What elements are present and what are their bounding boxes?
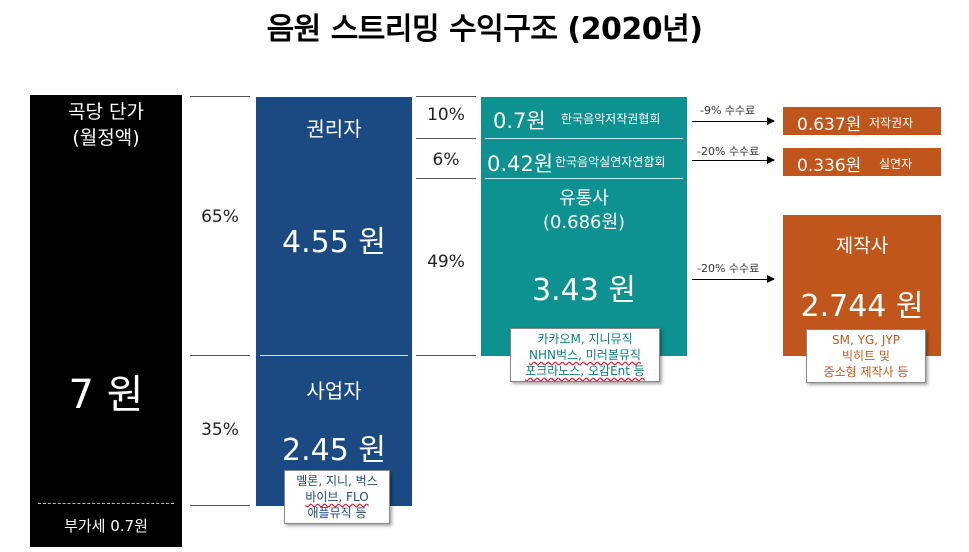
business-amount: 2.45 원 bbox=[282, 433, 386, 468]
producer-note-line2: 빅히트 및 bbox=[842, 349, 890, 363]
distributor-note-line2: NHN벅스, 미러볼뮤직 bbox=[529, 348, 641, 362]
vat-label: 부가세 0.7원 bbox=[64, 517, 148, 535]
page-title: 음원 스트리밍 수익구조 (2020년) bbox=[266, 12, 703, 47]
pct-49: 49% bbox=[427, 252, 465, 272]
fee-label-producer: -20% 수수료 bbox=[697, 262, 760, 275]
producer-note-line1: SM, YG, JYP bbox=[832, 333, 900, 347]
author-box: 0.637원 저작권자 bbox=[783, 107, 941, 135]
distributor-amount: 3.43 원 bbox=[532, 273, 636, 308]
business-note: 멜론, 지니, 벅스 바이브, FLO 애플뮤직 등 bbox=[284, 470, 390, 524]
teal-divider-1 bbox=[485, 138, 683, 139]
author-label: 저작권자 bbox=[869, 116, 914, 130]
blue-column: 권리자 4.55 원 사업자 2.45 원 bbox=[256, 97, 412, 506]
business-pct: 35% bbox=[201, 420, 239, 440]
arrow-performer bbox=[692, 156, 775, 164]
producer-note: SM, YG, JYP 빅히트 및 중소형 제작사 등 bbox=[806, 329, 926, 383]
distribution-column: 0.7원 한국음악저작권협회 0.42원 한국음악실연자연합회 유통사 (0.6… bbox=[481, 97, 687, 356]
teal-divider-2 bbox=[485, 178, 683, 179]
performer-box: 0.336원 실연자 bbox=[783, 148, 941, 176]
copyright-assoc-amount: 0.7원 bbox=[493, 109, 546, 133]
business-note-line3: 애플뮤직 등 bbox=[307, 506, 367, 520]
fee-label-performer: -20% 수수료 bbox=[697, 145, 760, 158]
distributor-label-line1: 유통사 bbox=[559, 188, 609, 209]
base-price-label-line2: (월정액) bbox=[72, 127, 140, 149]
base-price-label-line1: 곡당 단가 bbox=[68, 101, 144, 123]
performer-label: 실연자 bbox=[879, 157, 913, 171]
rights-split-line-3 bbox=[416, 178, 476, 179]
rights-holder-label: 권리자 bbox=[306, 117, 362, 141]
business-note-line1: 멜론, 지니, 벅스 bbox=[296, 474, 378, 488]
rights-pct: 65% bbox=[201, 207, 239, 227]
performer-amount: 0.336원 bbox=[797, 156, 862, 176]
pct-10: 10% bbox=[427, 105, 465, 125]
distributor-note-line3: 포크라노스, 오감Ent 등 bbox=[525, 364, 645, 378]
pct-6: 6% bbox=[432, 150, 460, 170]
business-note-line2: 바이브, FLO bbox=[305, 490, 369, 504]
base-price-label: 곡당 단가 (월정액) bbox=[30, 99, 182, 151]
performers-assoc-amount: 0.42원 bbox=[487, 152, 554, 176]
distributor-label: 유통사 (0.686원) bbox=[481, 187, 687, 235]
split-line-bottom bbox=[190, 505, 250, 506]
vat-divider bbox=[38, 503, 174, 504]
author-amount: 0.637원 bbox=[797, 115, 862, 135]
arrow-producer bbox=[692, 275, 775, 283]
fee-label-author: -9% 수수료 bbox=[700, 104, 756, 117]
rights-split-line-2 bbox=[416, 138, 476, 139]
copyright-assoc-label: 한국음악저작권협회 bbox=[561, 112, 661, 126]
blue-divider bbox=[260, 355, 408, 356]
base-price-column: 곡당 단가 (월정액) 7 원 부가세 0.7원 bbox=[30, 95, 182, 547]
split-line-top bbox=[190, 96, 250, 97]
performers-assoc-label: 한국음악실연자연합회 bbox=[555, 155, 666, 169]
producer-label: 제작사 bbox=[835, 235, 889, 257]
distributor-label-line2: (0.686원) bbox=[542, 212, 626, 233]
rights-split-line-4 bbox=[416, 355, 476, 356]
business-label: 사업자 bbox=[306, 379, 362, 403]
distributor-note: 카카오M, 지니뮤직 NHN벅스, 미러볼뮤직 포크라노스, 오감Ent 등 bbox=[510, 328, 660, 382]
split-line-mid bbox=[190, 355, 250, 356]
distributor-note-line1: 카카오M, 지니뮤직 bbox=[537, 332, 633, 346]
producer-note-line3: 중소형 제작사 등 bbox=[823, 365, 909, 379]
producer-amount: 2.744 원 bbox=[800, 289, 924, 324]
rights-split-line-1 bbox=[416, 96, 476, 97]
rights-holder-amount: 4.55 원 bbox=[282, 225, 386, 260]
base-price-amount: 7 원 bbox=[68, 372, 144, 418]
arrow-author bbox=[692, 117, 775, 125]
